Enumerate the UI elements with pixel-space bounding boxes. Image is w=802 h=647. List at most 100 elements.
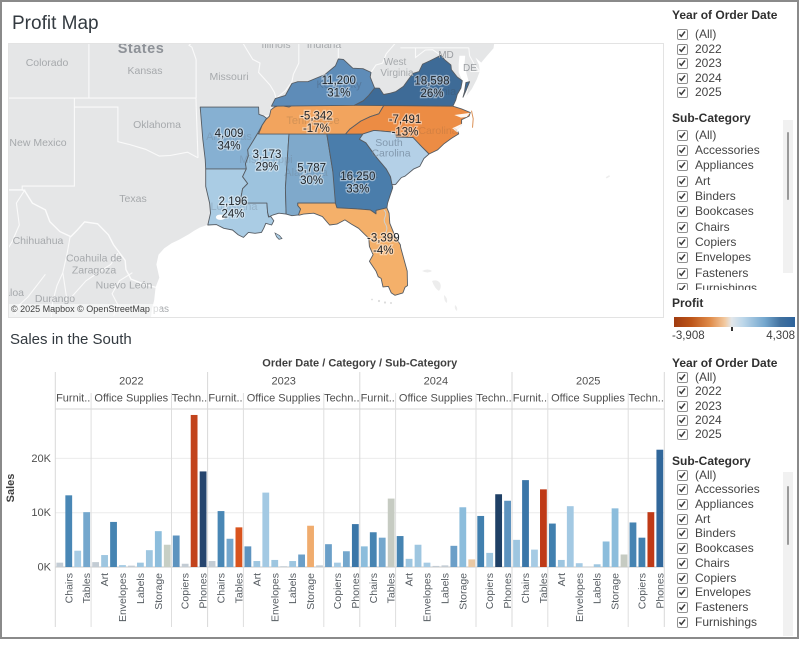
svg-text:inaloa: inaloa: [8, 287, 24, 299]
svg-text:pas: pas: [153, 304, 169, 315]
svg-text:Storage: Storage: [457, 573, 469, 610]
svg-text:Envelopes: Envelopes: [574, 573, 586, 622]
svg-text:Office Supplies: Office Supplies: [94, 393, 168, 405]
svg-text:2024: 2024: [424, 376, 448, 388]
svg-text:Labels: Labels: [135, 573, 147, 604]
svg-text:Virginia: Virginia: [420, 86, 457, 98]
svg-text:Art: Art: [556, 573, 568, 587]
svg-text:Labels: Labels: [592, 573, 604, 604]
svg-text:34%: 34%: [217, 141, 240, 153]
svg-text:MD: MD: [438, 50, 454, 61]
svg-text:16,250: 16,250: [340, 171, 375, 183]
svg-text:Storage: Storage: [610, 573, 622, 610]
svg-text:Phones: Phones: [350, 573, 362, 609]
svg-text:Illinois: Illinois: [261, 43, 290, 51]
svg-text:Office Supplies: Office Supplies: [551, 393, 625, 405]
svg-text:Kentucky: Kentucky: [316, 79, 362, 91]
svg-text:-4%: -4%: [373, 245, 393, 257]
svg-text:Office Supplies: Office Supplies: [399, 393, 473, 405]
svg-text:-13%: -13%: [392, 126, 419, 138]
svg-text:2025: 2025: [576, 376, 600, 388]
svg-text:Art: Art: [251, 573, 263, 587]
svg-text:31%: 31%: [327, 88, 350, 100]
svg-text:Sales: Sales: [5, 474, 17, 503]
svg-text:20K: 20K: [31, 453, 51, 465]
svg-text:Furnit..: Furnit..: [208, 393, 242, 405]
svg-text:5,787: 5,787: [297, 163, 326, 175]
svg-text:Labels: Labels: [287, 573, 299, 604]
svg-text:Nuevo León: Nuevo León: [96, 280, 153, 292]
svg-text:Coahuila de: Coahuila de: [66, 253, 122, 265]
svg-text:Techn..: Techn..: [324, 393, 359, 405]
svg-text:Tables: Tables: [386, 573, 398, 603]
svg-text:Copiers: Copiers: [332, 573, 344, 609]
svg-text:Storage: Storage: [305, 573, 317, 610]
svg-text:Chairs: Chairs: [368, 573, 380, 603]
svg-text:3,173: 3,173: [253, 149, 282, 161]
svg-text:Techn..: Techn..: [628, 393, 663, 405]
svg-text:29%: 29%: [255, 162, 278, 174]
svg-text:Carolina: Carolina: [418, 125, 457, 137]
svg-text:Furnit..: Furnit..: [361, 393, 395, 405]
svg-text:Copiers: Copiers: [637, 573, 649, 609]
svg-text:-5,342: -5,342: [300, 111, 333, 123]
svg-text:Order Date / Category / Su: Order Date / Category / Sub-Category: [262, 358, 458, 370]
svg-text:Chairs: Chairs: [63, 573, 75, 603]
svg-text:33%: 33%: [346, 184, 369, 196]
svg-text:Chihuahua: Chihuahua: [13, 235, 64, 247]
svg-text:2,196: 2,196: [219, 196, 248, 208]
svg-text:24%: 24%: [221, 209, 244, 221]
svg-text:Tables: Tables: [234, 573, 246, 603]
svg-text:Copiers: Copiers: [484, 573, 496, 609]
svg-text:© 2025 Mapbox © OpenStreetMap: © 2025 Mapbox © OpenStreetMap: [11, 304, 150, 314]
svg-text:Tennessee: Tennessee: [286, 115, 339, 127]
svg-text:Indiana: Indiana: [307, 43, 342, 51]
svg-text:South: South: [375, 137, 403, 149]
svg-text:Colorado: Colorado: [26, 57, 69, 69]
svg-text:DE: DE: [463, 63, 477, 74]
svg-text:26%: 26%: [420, 88, 443, 100]
svg-text:4,009: 4,009: [215, 128, 244, 140]
svg-text:Envelopes: Envelopes: [117, 573, 129, 622]
svg-text:30%: 30%: [300, 175, 323, 187]
svg-text:Missouri: Missouri: [209, 71, 248, 83]
svg-text:Art: Art: [404, 573, 416, 587]
svg-text:Tables: Tables: [538, 573, 550, 603]
svg-text:11,200: 11,200: [322, 75, 356, 87]
svg-text:Alabama: Alabama: [284, 167, 328, 179]
svg-text:Tables: Tables: [81, 573, 93, 603]
svg-text:Envelopes: Envelopes: [422, 573, 434, 622]
svg-text:Envelopes: Envelopes: [269, 573, 281, 622]
svg-text:Phones: Phones: [654, 573, 666, 609]
svg-text:Arkansas: Arkansas: [206, 131, 252, 143]
svg-text:Art: Art: [99, 573, 111, 587]
svg-text:2022: 2022: [119, 376, 143, 388]
svg-text:Zaragoza: Zaragoza: [72, 265, 117, 277]
svg-text:10K: 10K: [31, 507, 51, 519]
svg-text:18,598: 18,598: [414, 76, 449, 88]
svg-text:Copiers: Copiers: [180, 573, 192, 609]
svg-text:Furnit..: Furnit..: [513, 393, 547, 405]
svg-text:Carolina: Carolina: [371, 148, 410, 160]
svg-text:Texas: Texas: [119, 193, 146, 205]
svg-text:Virginia: Virginia: [380, 68, 414, 79]
svg-text:Phones: Phones: [198, 573, 210, 609]
svg-text:Mississippi: Mississippi: [239, 154, 292, 166]
svg-text:Labels: Labels: [440, 573, 452, 604]
svg-text:-7,491: -7,491: [389, 114, 422, 126]
svg-text:Chairs: Chairs: [216, 573, 228, 603]
svg-text:Furnit..: Furnit..: [56, 393, 90, 405]
svg-text:0K: 0K: [38, 562, 52, 574]
svg-text:Oklahoma: Oklahoma: [133, 119, 181, 131]
svg-text:Kansas: Kansas: [127, 65, 162, 77]
svg-text:West: West: [384, 57, 407, 68]
svg-text:Techn..: Techn..: [172, 393, 207, 405]
svg-text:Techn..: Techn..: [476, 393, 511, 405]
svg-text:Office Supplies: Office Supplies: [247, 393, 321, 405]
svg-text:Durango: Durango: [35, 293, 75, 305]
svg-text:Louisiana: Louisiana: [210, 201, 258, 213]
svg-text:States: States: [118, 43, 165, 57]
svg-text:Chairs: Chairs: [520, 573, 532, 603]
svg-text:Phones: Phones: [502, 573, 514, 609]
svg-text:-17%: -17%: [303, 123, 330, 135]
